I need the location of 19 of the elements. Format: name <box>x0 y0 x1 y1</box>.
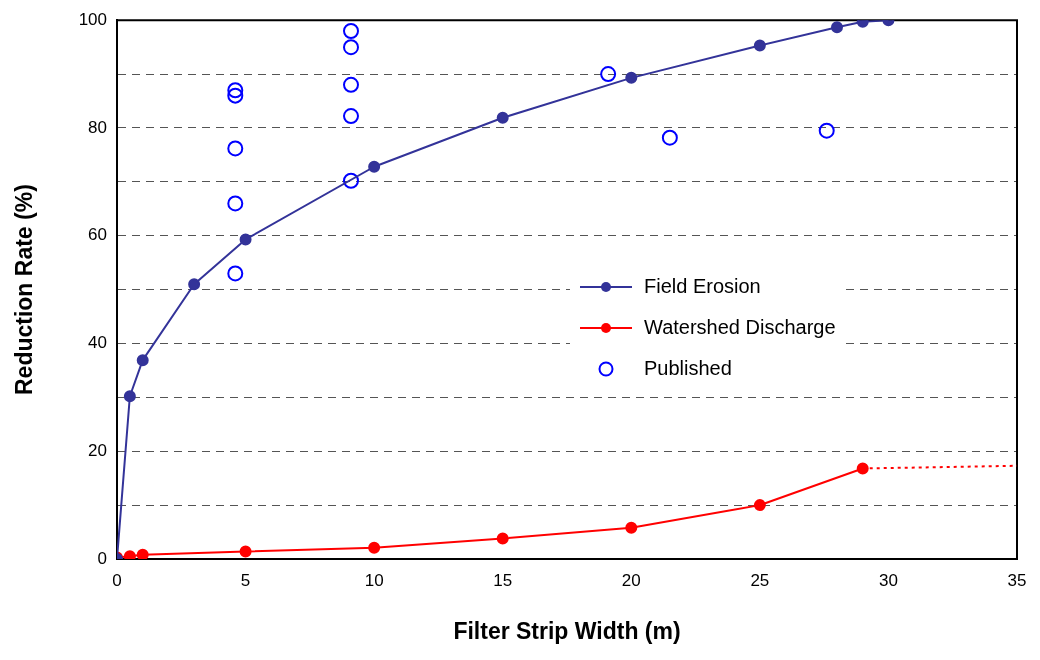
x-tick-label: 25 <box>750 570 770 590</box>
y-axis-title: Reduction Rate (%) <box>11 184 38 396</box>
x-tick-label: 0 <box>112 570 122 590</box>
x-tick-label: 35 <box>1007 570 1027 590</box>
x-axis-title: Filter Strip Width (m) <box>453 617 681 644</box>
y-tick-label: 100 <box>78 9 107 29</box>
legend-label: Field Erosion <box>644 275 761 298</box>
y-tick-label: 80 <box>88 117 107 137</box>
legend-label: Published <box>644 357 732 380</box>
legend-label: Watershed Discharge <box>644 316 836 339</box>
x-tick-label: 30 <box>878 570 898 590</box>
y-tick-label: 60 <box>88 225 107 245</box>
x-tick-label: 20 <box>621 570 641 590</box>
y-tick-label: 20 <box>88 440 107 460</box>
x-tick-label: 15 <box>493 570 513 590</box>
x-tick-label: 10 <box>364 570 384 590</box>
y-tick-label: 40 <box>88 333 107 353</box>
y-tick-label: 0 <box>97 548 107 568</box>
x-tick-label: 5 <box>240 570 251 590</box>
